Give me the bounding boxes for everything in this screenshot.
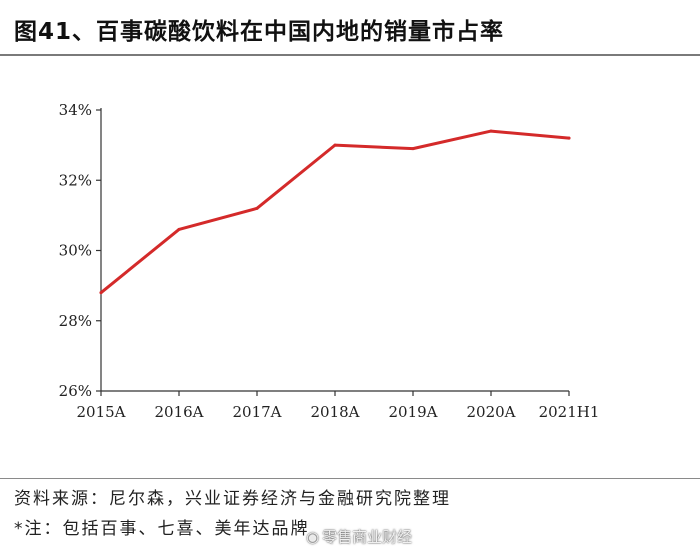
- chart-axes: 26% 28% 30% 32% 34% 2015A 2016A 2017A 2018A 2019A…: [59, 101, 600, 421]
- data-point: [333, 143, 337, 147]
- line-chart: 26% 28% 30% 32% 34% 2015A 2016A 2017A 2018A 2019A…: [59, 101, 600, 421]
- x-tick-label: 2018A: [310, 403, 359, 421]
- x-tick-label: 2021H1: [539, 403, 600, 421]
- y-tick-label: 26%: [59, 382, 92, 400]
- brand-note: *注：包括百事、七喜、美年达品牌: [14, 519, 310, 539]
- data-point: [567, 136, 571, 140]
- series-line: [99, 129, 571, 295]
- data-point: [99, 291, 103, 295]
- chart-marks: [99, 129, 571, 295]
- data-point: [255, 206, 259, 210]
- source-note: 资料来源：尼尔森，兴业证券经济与金融研究院整理: [14, 489, 451, 509]
- data-point: [177, 227, 181, 231]
- y-tick-label: 32%: [59, 171, 92, 189]
- data-point: [411, 147, 415, 151]
- title-divider: [0, 54, 700, 56]
- watermark-text: 零售商业财经: [322, 528, 413, 546]
- x-tick-label: 2015A: [76, 403, 125, 421]
- watermark: ◉ 零售商业财经: [306, 526, 412, 547]
- x-tick-label: 2020A: [466, 403, 515, 421]
- data-point: [489, 129, 493, 133]
- chart-title: 图41、百事碳酸饮料在中国内地的销量市占率: [14, 19, 505, 45]
- y-tick-label: 30%: [59, 242, 92, 260]
- weibo-icon: ◉: [306, 528, 320, 546]
- x-tick-label: 2019A: [388, 403, 437, 421]
- y-tick-label: 34%: [59, 101, 92, 119]
- x-tick-label: 2017A: [232, 403, 281, 421]
- y-tick-label: 28%: [59, 312, 92, 330]
- x-tick-label: 2016A: [154, 403, 203, 421]
- footer-divider: [0, 478, 700, 479]
